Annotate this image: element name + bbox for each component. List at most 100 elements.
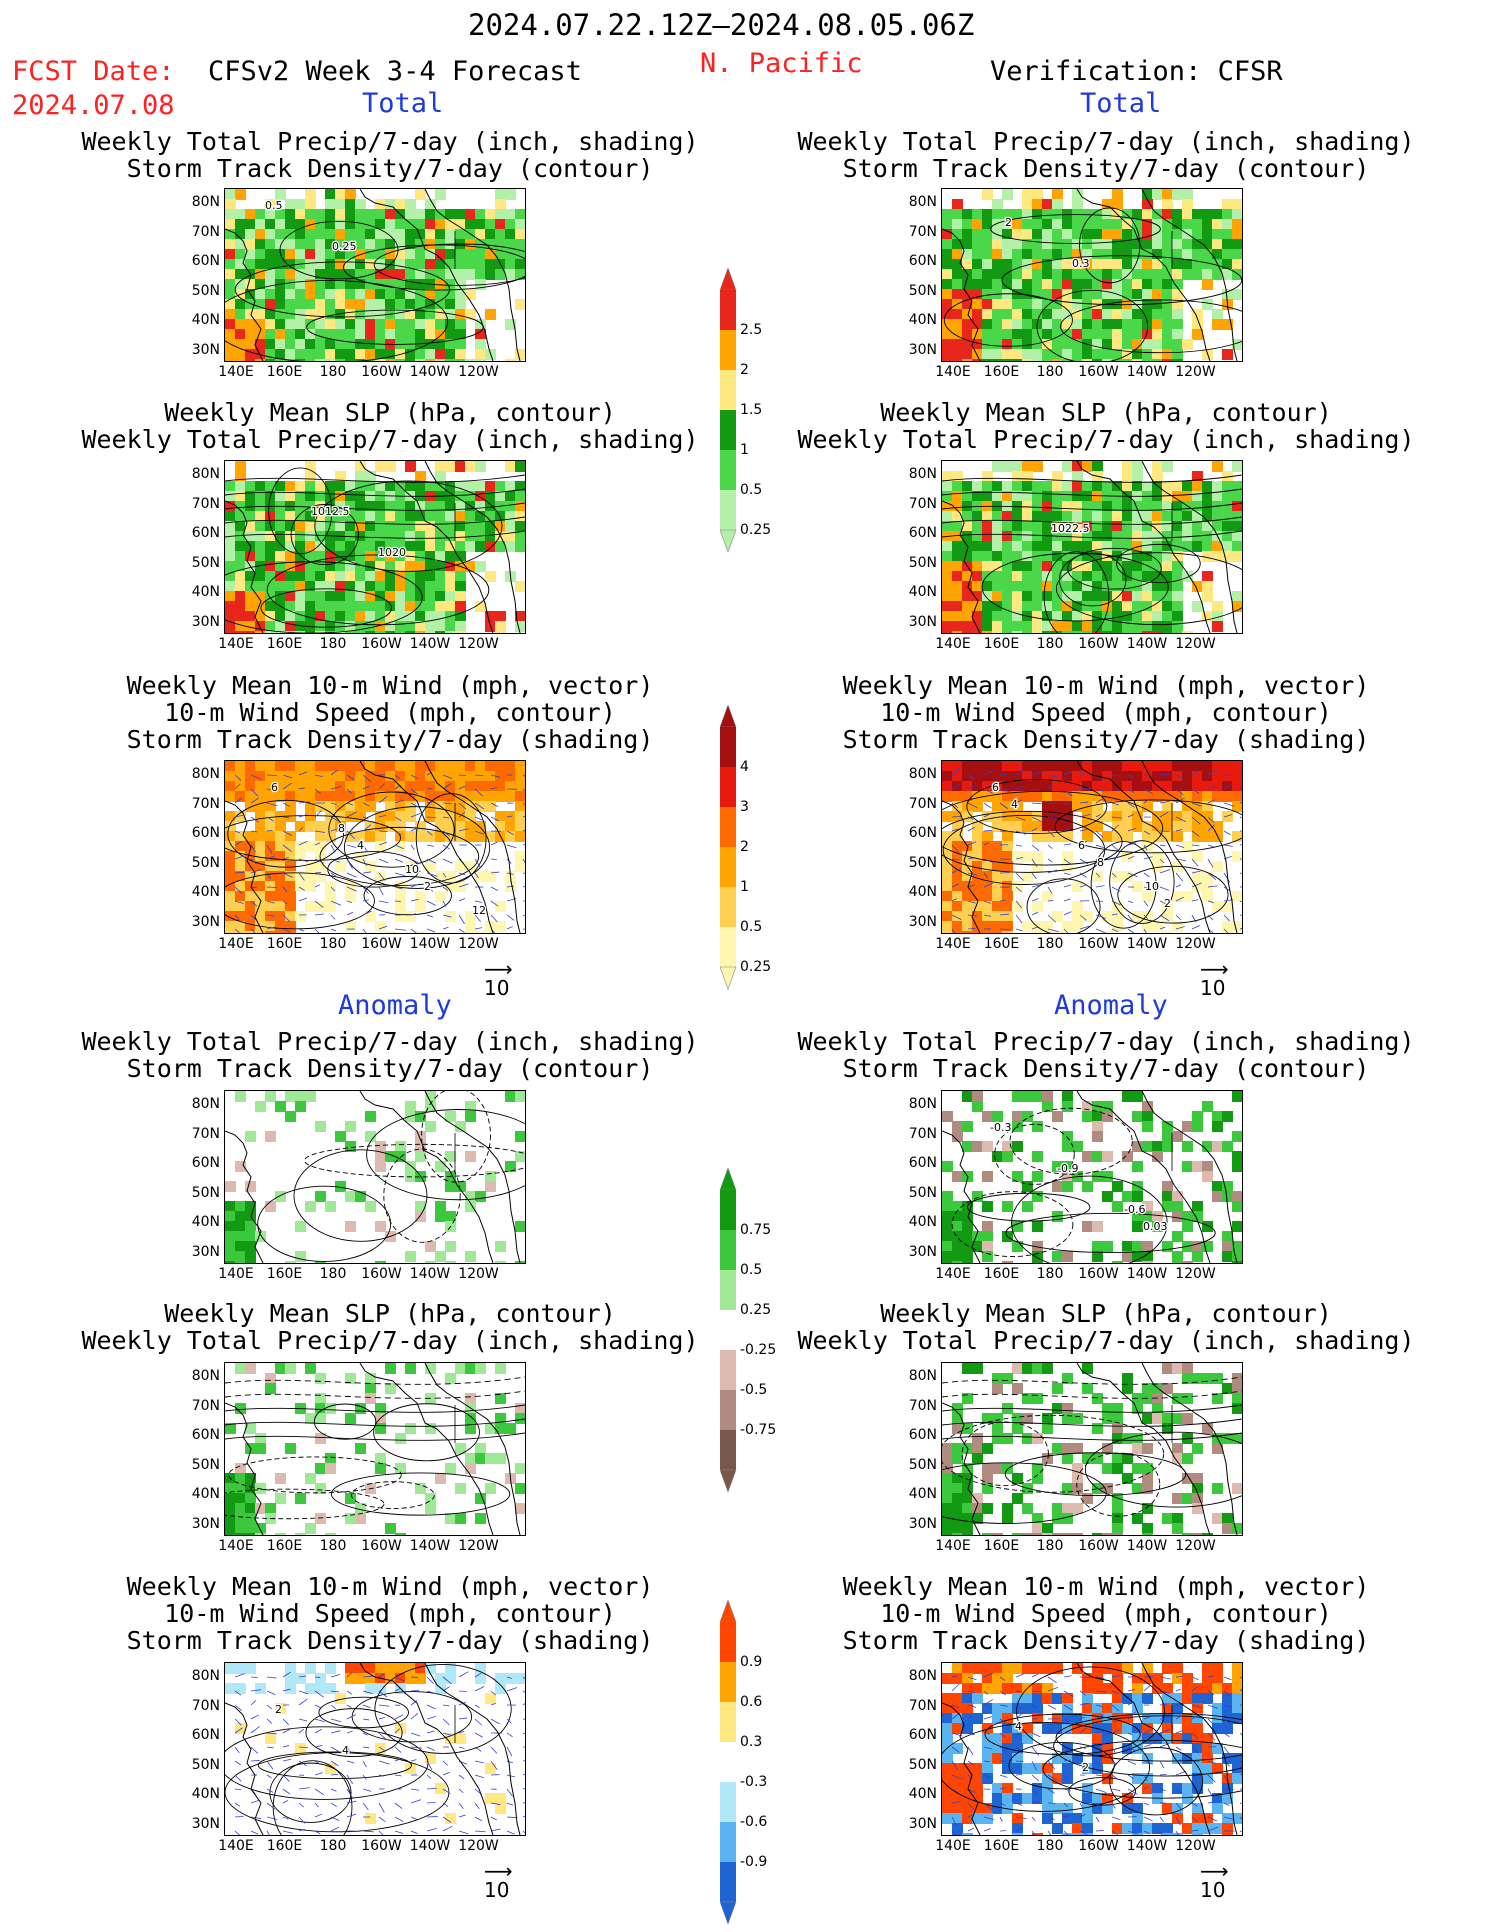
- lat-tick-label: 40N: [180, 584, 220, 600]
- contour-label: 4: [357, 839, 364, 852]
- shading-cell: [225, 329, 236, 340]
- shading-cell: [1082, 329, 1093, 340]
- shading-cell: [1082, 319, 1093, 330]
- shading-cell: [455, 209, 466, 220]
- shading-cell: [375, 501, 386, 512]
- shading-cell: [1202, 1743, 1213, 1754]
- shading-cell: [1232, 259, 1242, 270]
- shading-cell: [385, 299, 396, 310]
- shading-cell: [1022, 791, 1033, 802]
- shading-cell: [942, 491, 953, 502]
- shading-cell: [225, 209, 236, 220]
- shading-cell: [315, 581, 326, 592]
- shading-cell: [1172, 771, 1183, 782]
- shading-cell: [505, 219, 516, 230]
- shading-cell: [952, 781, 963, 792]
- shading-cell: [435, 581, 446, 592]
- shading-cell: [1102, 1191, 1113, 1202]
- shading-cell: [972, 631, 983, 633]
- shading-cell: [335, 209, 346, 220]
- shading-cell: [942, 229, 953, 240]
- shading-cell: [315, 299, 326, 310]
- shading-cell: [265, 761, 276, 772]
- shading-cell: [315, 289, 326, 300]
- shading-cell: [1022, 279, 1033, 290]
- shading-cell: [1002, 1703, 1013, 1714]
- shading-cell: [1012, 851, 1023, 862]
- shading-cell: [235, 1241, 246, 1252]
- wind-vector: [459, 1789, 463, 1793]
- shading-cell: [1202, 229, 1213, 240]
- shading-cell: [942, 249, 953, 260]
- shading-cell: [1202, 219, 1213, 230]
- shading-cell: [435, 621, 446, 632]
- wind-vector: [395, 1775, 401, 1776]
- shading-cell: [415, 259, 426, 270]
- shading-cell: [1182, 259, 1193, 270]
- colorbar-segment: [720, 1390, 736, 1430]
- shading-cell: [1062, 1453, 1073, 1464]
- shading-field: [942, 461, 1242, 633]
- lon-tick-label: 160W: [357, 364, 407, 380]
- shading-cell: [275, 319, 286, 330]
- shading-cell: [1012, 481, 1023, 492]
- shading-cell: [1072, 591, 1083, 602]
- shading-cell: [1092, 339, 1103, 350]
- shading-cell: [1182, 239, 1193, 250]
- shading-cell: [992, 631, 1003, 633]
- shading-cell: [515, 521, 525, 532]
- contour-label: 2: [275, 1703, 282, 1716]
- shading-cell: [285, 1683, 296, 1694]
- shading-cell: [275, 931, 286, 933]
- shading-cell: [265, 219, 276, 230]
- lon-tick-label: 160W: [1074, 1838, 1124, 1854]
- shading-cell: [355, 1513, 366, 1524]
- shading-cell: [245, 1231, 256, 1242]
- shading-cell: [315, 591, 326, 602]
- wind-vector: [267, 1705, 272, 1709]
- shading-cell: [942, 209, 953, 220]
- lon-tick-label: 160E: [977, 636, 1027, 652]
- shading-cell: [1012, 329, 1023, 340]
- shading-cell: [415, 541, 426, 552]
- shading-cell: [1082, 1493, 1093, 1504]
- colorbar-segment: [720, 887, 736, 927]
- shading-cell: [1142, 821, 1153, 832]
- shading-cell: [435, 561, 446, 572]
- lat-tick-label: 60N: [897, 1727, 937, 1743]
- wind-vector: [443, 1826, 452, 1831]
- shading-cell: [345, 189, 356, 200]
- shading-cell: [335, 611, 346, 622]
- shading-cell: [315, 491, 326, 502]
- shading-cell: [972, 269, 983, 280]
- verification-title: Verification: CFSR: [990, 56, 1283, 87]
- lat-tick-label: 30N: [180, 914, 220, 930]
- lat-tick-label: 30N: [897, 1516, 937, 1532]
- wind-vector: [347, 1761, 354, 1763]
- shading-cell: [415, 591, 426, 602]
- shading-cell: [355, 781, 366, 792]
- shading-cell: [1002, 249, 1013, 260]
- shading-cell: [375, 781, 386, 792]
- shading-cell: [1222, 199, 1233, 210]
- shading-cell: [295, 199, 306, 210]
- shading-cell: [1232, 1221, 1242, 1232]
- lat-tick-label: 60N: [180, 825, 220, 841]
- shading-cell: [1142, 521, 1153, 532]
- shading-cell: [1002, 851, 1013, 862]
- shading-cell: [1062, 299, 1073, 310]
- shading-cell: [475, 1663, 486, 1674]
- shading-cell: [375, 1141, 386, 1152]
- shading-cell: [1162, 601, 1173, 612]
- shading-cell: [235, 591, 246, 602]
- wind-vector: [315, 872, 321, 873]
- shading-cell: [952, 1121, 963, 1132]
- shading-cell: [1222, 921, 1233, 932]
- shading-cell: [245, 1251, 256, 1262]
- shading-cell: [445, 289, 456, 300]
- title-vf-total-slp: Weekly Mean SLP (hPa, contour) Weekly To…: [776, 399, 1436, 453]
- shading-cell: [445, 1373, 456, 1384]
- shading-cell: [275, 761, 286, 772]
- shading-cell: [255, 1433, 266, 1444]
- wind-vector: [1160, 831, 1169, 832]
